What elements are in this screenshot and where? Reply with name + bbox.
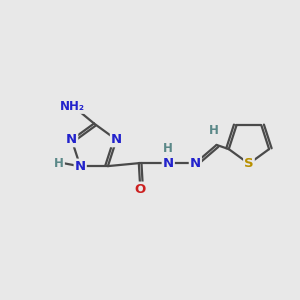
Text: H: H <box>209 124 218 137</box>
Text: H: H <box>163 142 173 155</box>
Text: S: S <box>244 157 254 170</box>
Text: N: N <box>163 157 174 170</box>
Text: N: N <box>190 157 201 170</box>
Text: O: O <box>135 183 146 196</box>
Text: NH₂: NH₂ <box>60 100 86 113</box>
Text: N: N <box>75 160 86 172</box>
Text: N: N <box>111 133 122 146</box>
Text: H: H <box>54 157 64 170</box>
Text: N: N <box>66 133 77 146</box>
